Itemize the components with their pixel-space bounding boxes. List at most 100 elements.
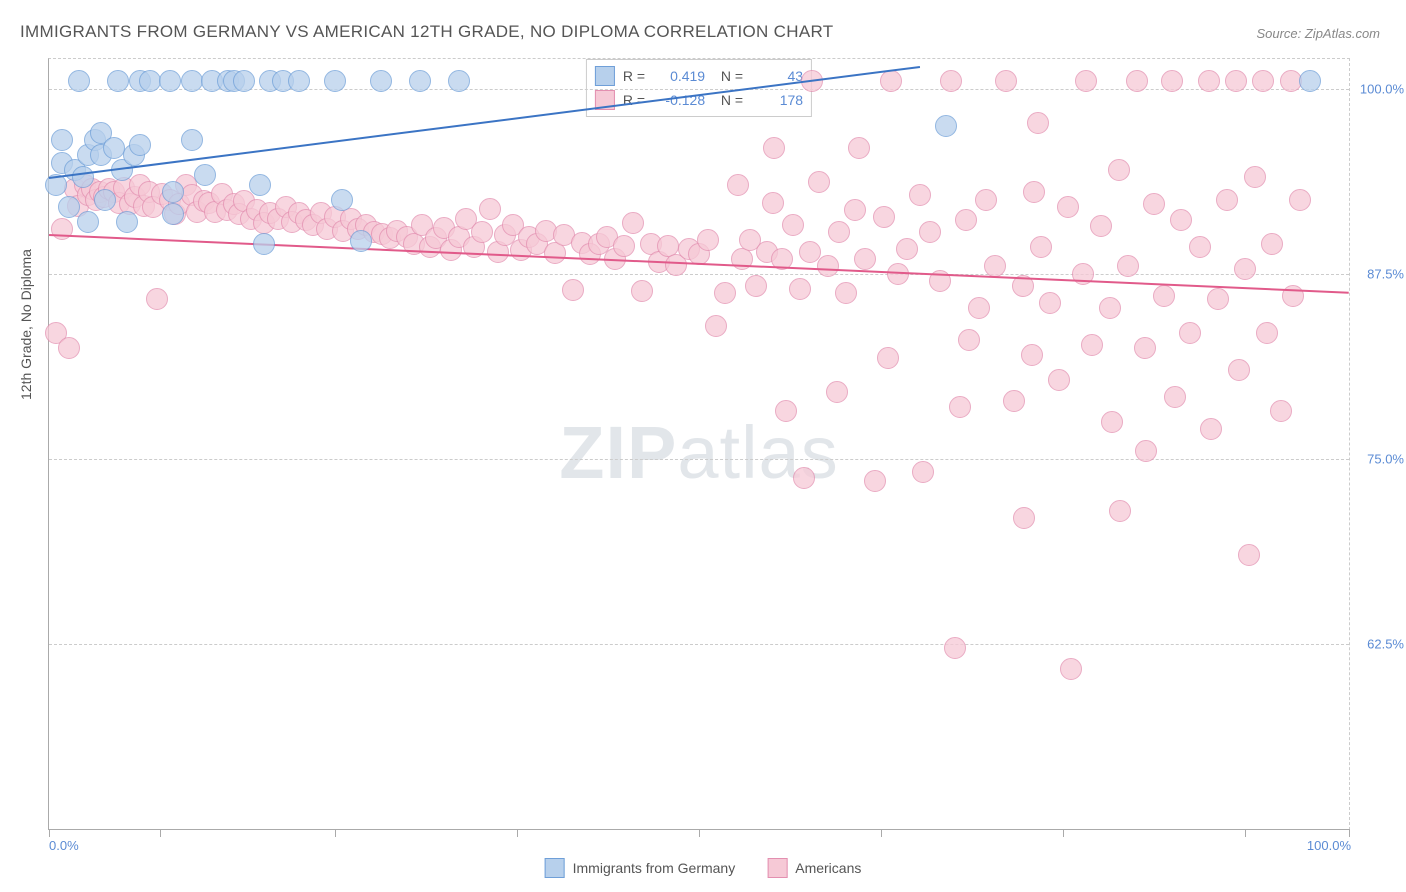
x-tick xyxy=(1245,829,1246,837)
data-point xyxy=(1256,322,1278,344)
data-point xyxy=(288,70,310,92)
data-point xyxy=(162,203,184,225)
stat-label: R = xyxy=(623,92,645,108)
data-point xyxy=(1299,70,1321,92)
x-tick xyxy=(160,829,161,837)
data-point xyxy=(1143,193,1165,215)
data-point xyxy=(1198,70,1220,92)
stat-label: R = xyxy=(623,68,645,84)
data-point xyxy=(1153,285,1175,307)
data-point xyxy=(107,70,129,92)
stat-value: 178 xyxy=(751,92,803,108)
data-point xyxy=(984,255,1006,277)
data-point xyxy=(631,280,653,302)
data-point xyxy=(51,129,73,151)
data-point xyxy=(331,189,353,211)
data-point xyxy=(1090,215,1112,237)
data-point xyxy=(793,467,815,489)
data-point xyxy=(912,461,934,483)
chart-legend: Immigrants from Germany Americans xyxy=(545,858,862,878)
x-tick xyxy=(517,829,518,837)
data-point xyxy=(370,70,392,92)
x-tick xyxy=(699,829,700,837)
data-point xyxy=(159,70,181,92)
data-point xyxy=(995,70,1017,92)
data-point xyxy=(51,218,73,240)
data-point xyxy=(1027,112,1049,134)
data-point xyxy=(877,347,899,369)
data-point xyxy=(828,221,850,243)
data-point xyxy=(562,279,584,301)
data-point xyxy=(1170,209,1192,231)
y-tick-label: 100.0% xyxy=(1360,81,1404,96)
data-point xyxy=(249,174,271,196)
data-point xyxy=(1228,359,1250,381)
data-point xyxy=(873,206,895,228)
gridline xyxy=(49,644,1349,645)
data-point xyxy=(194,164,216,186)
data-point xyxy=(1081,334,1103,356)
data-point xyxy=(1189,236,1211,258)
data-point xyxy=(479,198,501,220)
data-point xyxy=(1135,440,1157,462)
data-point xyxy=(949,396,971,418)
data-point xyxy=(1270,400,1292,422)
data-point xyxy=(1216,189,1238,211)
data-point xyxy=(1179,322,1201,344)
data-point xyxy=(94,189,116,211)
x-max-label: 100.0% xyxy=(1307,838,1351,853)
data-point xyxy=(1244,166,1266,188)
data-point xyxy=(835,282,857,304)
data-point xyxy=(1060,658,1082,680)
stats-row: R = -0.128 N = 178 xyxy=(595,88,803,112)
x-tick xyxy=(1063,829,1064,837)
data-point xyxy=(1117,255,1139,277)
data-point xyxy=(1099,297,1121,319)
source-attribution: Source: ZipAtlas.com xyxy=(1256,26,1380,41)
data-point xyxy=(1252,70,1274,92)
data-point xyxy=(1289,189,1311,211)
data-point xyxy=(854,248,876,270)
data-point xyxy=(1030,236,1052,258)
data-point xyxy=(1021,344,1043,366)
data-point xyxy=(253,233,275,255)
data-point xyxy=(1023,181,1045,203)
data-point xyxy=(848,137,870,159)
data-point xyxy=(1261,233,1283,255)
data-point xyxy=(935,115,957,137)
data-point xyxy=(409,70,431,92)
data-point xyxy=(817,255,839,277)
y-axis-label: 12th Grade, No Diploma xyxy=(18,249,34,400)
data-point xyxy=(181,129,203,151)
data-point xyxy=(1200,418,1222,440)
data-point xyxy=(727,174,749,196)
data-point xyxy=(1134,337,1156,359)
x-tick xyxy=(881,829,882,837)
data-point xyxy=(919,221,941,243)
data-point xyxy=(1057,196,1079,218)
data-point xyxy=(944,637,966,659)
data-point xyxy=(58,337,80,359)
data-point xyxy=(1225,70,1247,92)
x-tick xyxy=(335,829,336,837)
data-point xyxy=(1003,390,1025,412)
data-point xyxy=(896,238,918,260)
stat-label: N = xyxy=(713,68,743,84)
data-point xyxy=(471,221,493,243)
data-point xyxy=(324,70,346,92)
data-point xyxy=(1101,411,1123,433)
data-point xyxy=(622,212,644,234)
data-point xyxy=(968,297,990,319)
data-point xyxy=(58,196,80,218)
data-point xyxy=(1013,507,1035,529)
data-point xyxy=(714,282,736,304)
data-point xyxy=(782,214,804,236)
data-point xyxy=(745,275,767,297)
series-swatch-icon xyxy=(545,858,565,878)
data-point xyxy=(1207,288,1229,310)
data-point xyxy=(955,209,977,231)
stat-value: 0.419 xyxy=(653,68,705,84)
data-point xyxy=(448,70,470,92)
series-swatch-icon xyxy=(767,858,787,878)
legend-label: Immigrants from Germany xyxy=(573,860,736,876)
